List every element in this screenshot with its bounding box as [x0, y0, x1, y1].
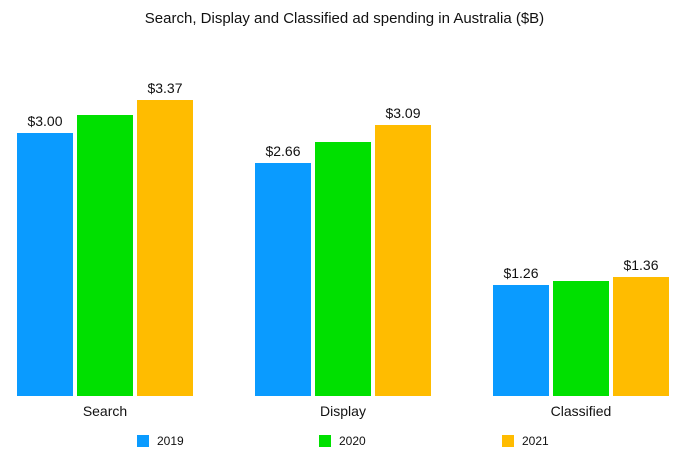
bar-display-2020 — [315, 141, 371, 396]
bar-display-2019 — [255, 162, 311, 396]
chart-title: Search, Display and Classified ad spendi… — [144, 10, 545, 27]
bar-classified-2021 — [613, 276, 669, 396]
legend-label: 2020 — [339, 434, 366, 448]
legend-swatch-icon — [137, 435, 149, 447]
bar-search-2020 — [77, 115, 133, 396]
category-label: Search — [82, 403, 128, 419]
legend-swatch-icon — [319, 435, 331, 447]
legend-item-2019: 2019 — [137, 434, 184, 448]
value-label: $1.36 — [623, 256, 659, 273]
legend-item-2020: 2020 — [319, 434, 366, 448]
bar-classified-2020 — [553, 281, 609, 396]
bar-search-2021 — [137, 100, 193, 396]
category-label: Classified — [550, 403, 612, 419]
legend-swatch-icon — [502, 435, 514, 447]
value-label: $3.37 — [147, 80, 183, 97]
value-label: $3.00 — [27, 112, 63, 129]
legend-item-2021: 2021 — [502, 434, 549, 448]
legend-label: 2019 — [157, 434, 184, 448]
value-label: $2.66 — [265, 142, 301, 159]
bar-classified-2019 — [493, 285, 549, 396]
bar-display-2021 — [375, 125, 431, 396]
legend-label: 2021 — [522, 434, 549, 448]
value-label: $3.09 — [385, 105, 421, 121]
category-label: Display — [320, 403, 366, 419]
bar-search-2019 — [17, 132, 73, 396]
value-label: $1.26 — [503, 265, 539, 282]
